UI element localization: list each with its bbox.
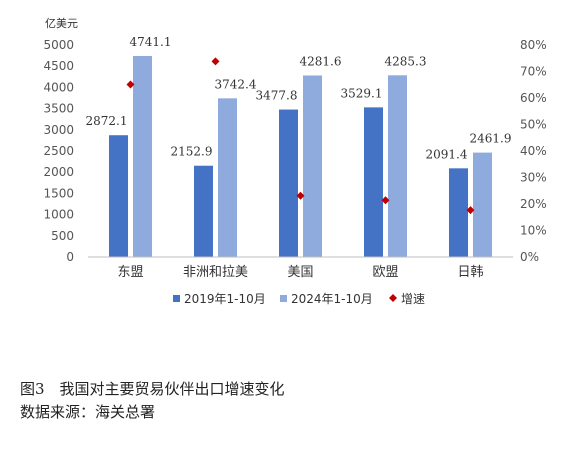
y-tick-label: 5000 [43, 38, 74, 52]
data-label: 3529.1 [341, 86, 383, 100]
growth-markers-group [126, 57, 475, 215]
y-tick-label: 3000 [43, 123, 74, 137]
data-label: 2872.1 [86, 114, 128, 128]
bar-s2-2 [303, 75, 322, 257]
y-tick-label: 2500 [43, 144, 74, 158]
category-labels: 东盟 非洲和拉美 美国 欧盟 日韩 [117, 265, 483, 280]
y2-tick-label: 20% [520, 197, 547, 211]
y2-tick-label: 30% [520, 171, 547, 185]
y-axis-unit-label: 亿美元 [45, 17, 78, 30]
y-tick-label: 3500 [43, 102, 74, 116]
bar-s1-2 [279, 109, 298, 257]
y-tick-label: 2000 [43, 165, 74, 179]
data-label: 4741.1 [130, 35, 172, 49]
legend-swatch-s1 [173, 295, 180, 302]
y-tick-label: 500 [51, 229, 74, 243]
y2-tick-label: 0% [520, 250, 539, 264]
bar-s1-4 [449, 168, 468, 257]
figure-caption: 图3 我国对主要贸易伙伴出口增速变化 [20, 380, 285, 398]
legend: 2019年1-10月 2024年1-10月 增速 [173, 292, 425, 306]
legend-label-s1: 2019年1-10月 [184, 292, 266, 306]
legend-label-s2: 2024年1-10月 [291, 292, 373, 306]
category-label: 日韩 [457, 265, 483, 280]
bar-s2-0 [133, 55, 152, 258]
y-tick-label: 1500 [43, 186, 74, 200]
data-label: 4281.6 [300, 54, 342, 68]
category-label: 欧盟 [372, 265, 398, 280]
data-label: 2152.9 [171, 145, 213, 159]
bar-s2-4 [473, 152, 492, 257]
bar-s2-3 [388, 75, 407, 257]
bar-s2-1 [218, 98, 237, 258]
y-tick-label: 4000 [43, 80, 74, 94]
growth-marker-3 [381, 196, 390, 205]
left-axis-ticks: 0 500 1000 1500 2000 2500 3000 3500 4000 4500 5000 [43, 38, 74, 264]
y-tick-label: 4500 [43, 59, 74, 73]
y2-tick-label: 70% [520, 65, 547, 79]
y-tick-label: 0 [66, 250, 74, 264]
growth-marker-0 [126, 80, 135, 89]
y2-tick-label: 60% [520, 91, 547, 105]
legend-label-growth: 增速 [401, 292, 425, 306]
data-label: 2461.9 [470, 132, 512, 146]
right-axis-ticks: 0% 10% 20% 30% 40% 50% 60% 70% 80% [520, 38, 547, 264]
growth-marker-1 [211, 57, 220, 66]
category-label: 美国 [287, 265, 313, 280]
data-label: 4285.3 [385, 54, 427, 68]
data-label: 3742.4 [215, 77, 257, 91]
growth-marker-4 [466, 206, 475, 215]
legend-swatch-growth [389, 294, 397, 302]
y-tick-label: 1000 [43, 208, 74, 222]
bar-s1-1 [194, 165, 213, 257]
data-label: 2091.4 [426, 147, 468, 161]
y2-tick-label: 10% [520, 224, 547, 238]
y2-tick-label: 50% [520, 118, 547, 132]
growth-marker-2 [296, 191, 305, 200]
y2-tick-label: 40% [520, 144, 547, 158]
category-label: 东盟 [117, 265, 143, 280]
data-label: 3477.8 [256, 89, 298, 103]
y2-tick-label: 80% [520, 38, 547, 52]
bar-chart: 亿美元 0 500 1000 1500 2000 2500 3000 3500 4000 4500… [43, 17, 547, 306]
legend-swatch-s2 [280, 295, 287, 302]
bar-s1-3 [364, 107, 383, 258]
data-source-note: 数据来源：海关总署 [20, 403, 156, 421]
bar-s1-0 [109, 135, 128, 257]
category-label: 非洲和拉美 [183, 265, 248, 280]
